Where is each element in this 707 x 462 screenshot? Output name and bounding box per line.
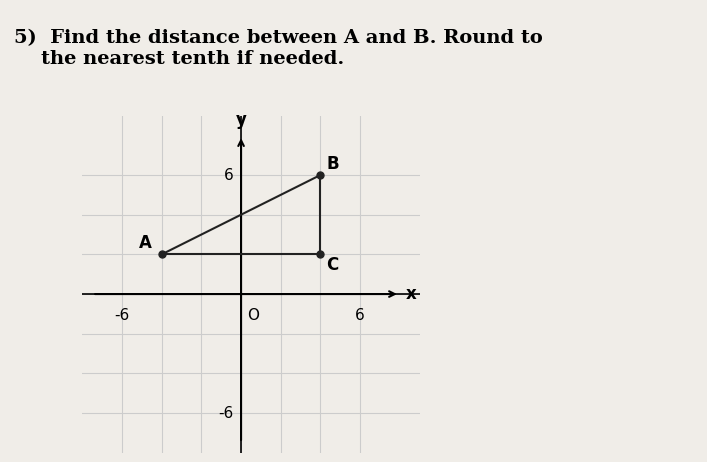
Text: -6: -6 (115, 308, 129, 323)
Text: O: O (247, 308, 259, 323)
Text: y: y (235, 111, 247, 129)
Text: B: B (327, 155, 339, 173)
Text: x: x (406, 285, 416, 303)
Text: A: A (139, 234, 152, 252)
Text: C: C (327, 256, 339, 274)
Text: 6: 6 (355, 308, 365, 323)
Text: -6: -6 (218, 406, 233, 420)
Text: 5)  Find the distance between A and B. Round to
    the nearest tenth if needed.: 5) Find the distance between A and B. Ro… (14, 29, 543, 67)
Text: 6: 6 (223, 168, 233, 182)
